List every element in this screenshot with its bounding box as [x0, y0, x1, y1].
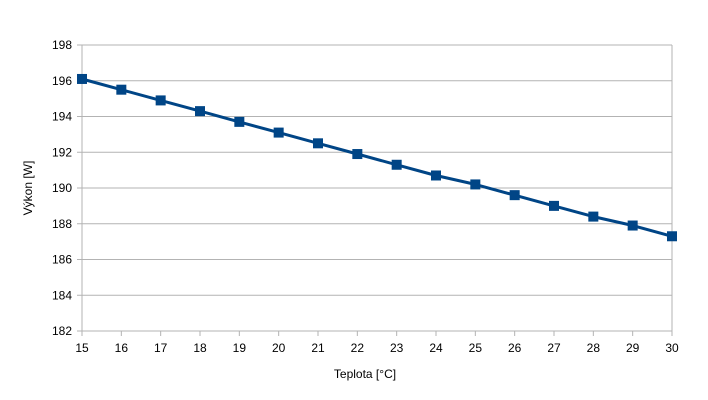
data-point-marker — [352, 149, 363, 160]
y-axis-title: Výkon [W] — [21, 161, 35, 216]
y-tick-label: 188 — [52, 217, 72, 231]
data-points — [77, 73, 677, 242]
x-tick-label: 27 — [547, 341, 561, 355]
x-tick-label: 30 — [665, 341, 679, 355]
data-point-marker — [234, 116, 245, 127]
data-point-marker — [627, 220, 638, 231]
y-tick-label: 198 — [52, 38, 72, 52]
x-tick-label: 21 — [311, 341, 325, 355]
data-point-marker — [116, 84, 127, 95]
x-tick-label: 22 — [351, 341, 365, 355]
x-tick-label: 17 — [154, 341, 168, 355]
y-tick-label: 194 — [52, 110, 72, 124]
y-tick-label: 184 — [52, 288, 72, 302]
x-tick-labels: 15 16 17 18 19 20 21 22 23 24 25 26 27 28 29 30 — [75, 341, 679, 355]
y-tick-label: 190 — [52, 181, 72, 195]
data-point-marker — [667, 231, 677, 242]
y-tick-label: 182 — [52, 324, 72, 338]
data-point-marker — [195, 106, 205, 117]
x-tick-label: 16 — [115, 341, 129, 355]
data-point-marker — [549, 200, 559, 211]
data-point-marker — [470, 179, 481, 190]
data-point-marker — [155, 95, 166, 106]
data-point-marker — [77, 73, 87, 84]
data-point-marker — [313, 138, 323, 149]
y-tick-label: 186 — [52, 253, 72, 267]
gridlines — [77, 44, 672, 332]
data-point-marker — [273, 127, 284, 138]
x-tick-label: 25 — [469, 341, 483, 355]
x-tick-label: 26 — [508, 341, 522, 355]
data-point-marker — [431, 170, 441, 181]
x-axis-title: Teplota [°C] — [334, 367, 396, 381]
data-point-marker — [588, 211, 599, 222]
series-line-layer — [81, 77, 673, 238]
x-tick-label: 23 — [390, 341, 404, 355]
y-tick-labels: 182 184 186 188 190 192 194 196 198 — [52, 38, 72, 338]
x-tick-label: 29 — [626, 341, 640, 355]
data-point-marker — [509, 190, 520, 201]
x-tick-label: 18 — [193, 341, 207, 355]
x-tick-label: 28 — [587, 341, 601, 355]
data-point-marker — [391, 159, 402, 170]
x-tick-label: 24 — [429, 341, 443, 355]
x-tick-label: 20 — [272, 341, 286, 355]
y-tick-label: 192 — [52, 145, 72, 159]
x-tick-label: 19 — [233, 341, 247, 355]
x-tick-label: 15 — [75, 341, 89, 355]
y-tick-label: 196 — [52, 74, 72, 88]
axes — [81, 45, 673, 336]
series-line — [81, 77, 673, 238]
